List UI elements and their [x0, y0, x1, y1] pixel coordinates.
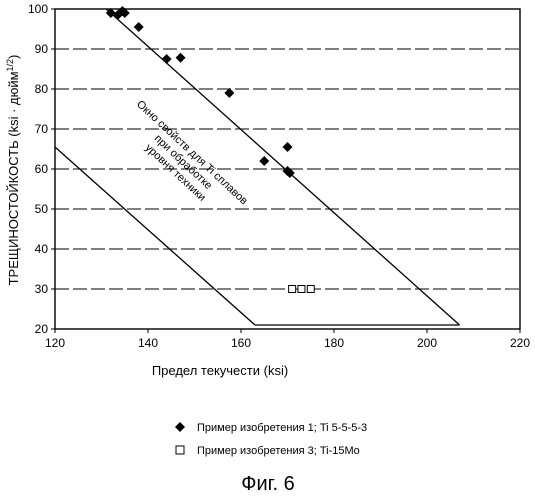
y-axis-ticks: 20 30 40 50 60 70 80 90 100 [28, 2, 55, 336]
series-1-point-8 [224, 88, 234, 98]
y-tick-label-30: 30 [35, 282, 49, 296]
x-axis-ticks: 120 140 160 180 200 220 [45, 329, 530, 350]
x-tick-label-200: 200 [417, 336, 437, 350]
y-axis-label-close: ) [6, 55, 21, 59]
y-tick-label-80: 80 [35, 82, 49, 96]
series-1-point-6 [162, 54, 172, 64]
property-window-upper-line [106, 9, 459, 325]
y-axis-label: ТРЕЩИНОСТОЙКОСТЬ (ksi · дюйм1/2) [5, 55, 21, 286]
y-tick-label-70: 70 [35, 122, 49, 136]
legend-label-series-1: Пример изобретения 1; Ti 5-5-5-3 [197, 422, 367, 434]
y-tick-label-50: 50 [35, 202, 49, 216]
legend-marker-diamond [175, 422, 185, 432]
x-tick-label-180: 180 [324, 336, 344, 350]
y-tick-label-100: 100 [28, 2, 48, 16]
legend-label-series-2: Пример изобретения 3; Ti-15Mo [197, 445, 360, 457]
series-1-point-7 [176, 53, 186, 63]
series-2-point-1 [289, 286, 296, 293]
x-tick-label-220: 220 [510, 336, 530, 350]
x-tick-label-140: 140 [138, 336, 158, 350]
property-window-lower-line [55, 147, 255, 325]
property-window-region [55, 9, 460, 325]
y-tick-label-90: 90 [35, 42, 49, 56]
legend-marker-square [176, 446, 184, 454]
x-axis-label: Предел текучести (ksi) [152, 363, 288, 378]
y-tick-label-20: 20 [35, 322, 49, 336]
y-tick-label-40: 40 [35, 242, 49, 256]
y-axis-label-superscript: 1/2 [5, 59, 15, 72]
series-1-point-10 [283, 142, 293, 152]
legend: Пример изобретения 1; Ti 5-5-5-3 Пример … [175, 422, 367, 457]
y-axis-label-main: ТРЕЩИНОСТОЙКОСТЬ (ksi · дюйм [6, 71, 21, 285]
y-tick-label-60: 60 [35, 162, 49, 176]
series-1-point-5 [134, 22, 144, 32]
x-tick-label-120: 120 [45, 336, 65, 350]
x-tick-label-160: 160 [231, 336, 251, 350]
series-2-point-2 [298, 286, 305, 293]
series-1-point-9 [259, 156, 269, 166]
series-2-point-3 [307, 286, 314, 293]
figure-caption: Фиг. 6 [241, 473, 294, 495]
